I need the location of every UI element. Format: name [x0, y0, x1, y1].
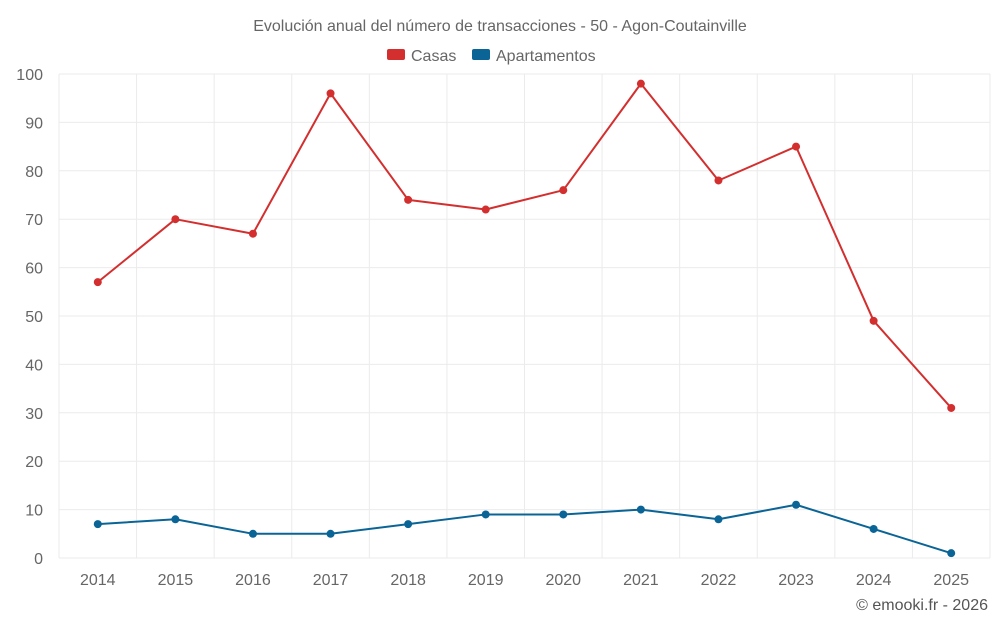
x-tick-label: 2015 [158, 572, 194, 589]
x-tick-label: 2023 [778, 572, 814, 589]
data-point[interactable] [792, 142, 801, 151]
data-point[interactable] [947, 403, 956, 412]
y-tick-label: 90 [25, 115, 43, 132]
data-point[interactable] [248, 529, 257, 538]
data-point[interactable] [93, 520, 102, 529]
y-tick-label: 30 [25, 406, 43, 423]
x-axis: 2014 2015 2016 2017 2018 2019 2020 2021 2022 2023… [80, 572, 969, 589]
data-point[interactable] [93, 278, 102, 287]
legend-label: Apartamentos [496, 48, 596, 65]
y-axis: 0 10 20 30 40 50 60 70 80 90 100 [16, 67, 43, 568]
data-point[interactable] [326, 529, 335, 538]
data-point[interactable] [481, 205, 490, 214]
y-tick-label: 20 [25, 454, 43, 471]
series-group [93, 79, 956, 558]
data-point[interactable] [869, 524, 878, 533]
legend-label: Casas [411, 48, 456, 65]
data-point[interactable] [559, 186, 568, 195]
data-point[interactable] [714, 176, 723, 185]
x-tick-label: 2024 [856, 572, 892, 589]
legend[interactable]: Casas Apartamentos [387, 48, 596, 65]
series-casas [93, 79, 956, 412]
y-tick-label: 0 [34, 551, 43, 568]
legend-swatch [387, 49, 405, 60]
x-tick-label: 2020 [545, 572, 581, 589]
x-tick-label: 2016 [235, 572, 271, 589]
x-tick-label: 2017 [313, 572, 349, 589]
data-point[interactable] [248, 229, 257, 238]
x-tick-label: 2025 [933, 572, 969, 589]
series-line [97, 82, 952, 409]
series-line [97, 503, 952, 555]
x-tick-label: 2019 [468, 572, 504, 589]
x-tick-label: 2022 [701, 572, 737, 589]
data-point[interactable] [559, 510, 568, 519]
y-tick-label: 40 [25, 357, 43, 374]
data-point[interactable] [404, 520, 413, 529]
data-point[interactable] [792, 500, 801, 509]
y-tick-label: 80 [25, 164, 43, 181]
data-point[interactable] [636, 505, 645, 514]
series-apartamentos [93, 500, 956, 558]
y-tick-label: 70 [25, 212, 43, 229]
y-tick-label: 60 [25, 261, 43, 278]
data-point[interactable] [947, 549, 956, 558]
data-point[interactable] [869, 316, 878, 325]
credit-text: © emooki.fr - 2026 [856, 597, 988, 614]
data-point[interactable] [481, 510, 490, 519]
data-point[interactable] [171, 215, 180, 224]
chart-title: Evolución anual del número de transaccio… [253, 18, 747, 35]
y-tick-label: 10 [25, 503, 43, 520]
gridlines [58, 73, 991, 559]
y-tick-label: 50 [25, 309, 43, 326]
y-tick-label: 100 [16, 67, 43, 84]
x-tick-label: 2021 [623, 572, 659, 589]
legend-item-casas[interactable]: Casas [387, 48, 456, 65]
data-point[interactable] [636, 79, 645, 88]
legend-swatch [472, 49, 490, 60]
x-tick-label: 2018 [390, 572, 426, 589]
data-point[interactable] [171, 515, 180, 524]
data-point[interactable] [326, 89, 335, 98]
legend-item-apartamentos[interactable]: Apartamentos [472, 48, 596, 65]
data-point[interactable] [404, 195, 413, 204]
data-point[interactable] [714, 515, 723, 524]
x-tick-label: 2014 [80, 572, 116, 589]
